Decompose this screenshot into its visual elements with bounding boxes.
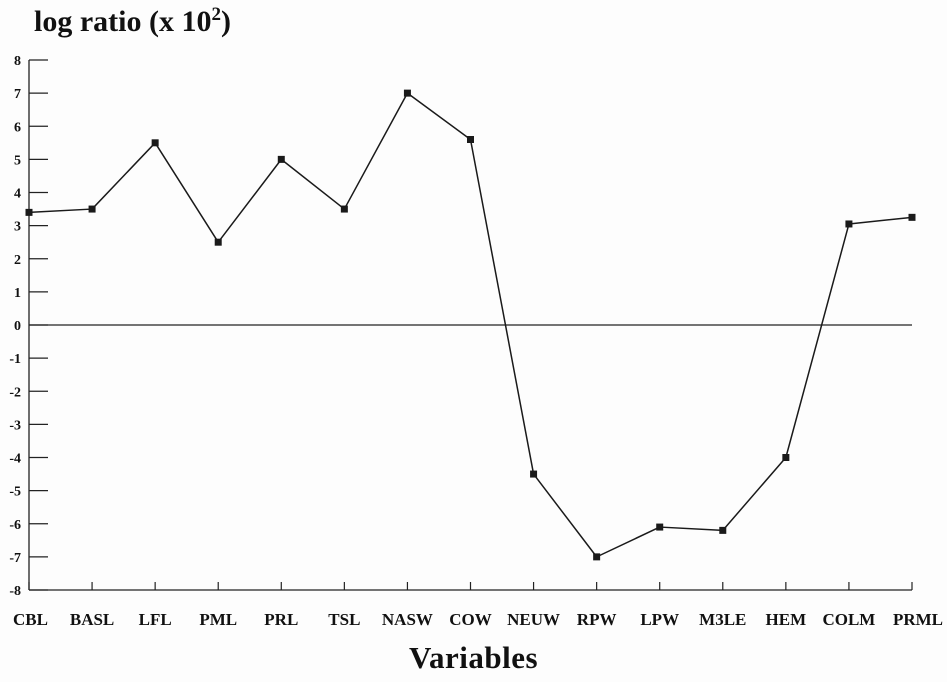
data-point (403, 89, 411, 97)
y-tick-label: 0 (14, 319, 21, 334)
y-tick-label: -8 (9, 584, 21, 599)
data-point (845, 220, 853, 228)
data-point (719, 526, 727, 534)
data-point (340, 205, 348, 213)
y-tick-label: -7 (9, 551, 21, 566)
data-point (214, 238, 222, 246)
y-tick-label: 3 (14, 220, 21, 235)
y-tick-label: 6 (14, 120, 21, 135)
x-tick-label: COLM (822, 610, 875, 629)
chart-title-close: ) (220, 5, 231, 38)
x-tick-label: PRL (264, 610, 298, 629)
y-tick-label: -4 (9, 452, 21, 467)
x-tick-label: TSL (328, 610, 360, 629)
x-tick-label: PRML (893, 610, 943, 629)
data-point (782, 454, 790, 461)
data-point (656, 523, 664, 531)
data-point (88, 205, 96, 213)
data-point (530, 470, 538, 478)
chart-title: log ratio (x 102) (34, 4, 231, 39)
data-point (25, 208, 33, 216)
y-tick-label: -5 (9, 485, 21, 500)
x-tick-label: HEM (766, 610, 807, 629)
x-tick-label: LFL (139, 610, 172, 629)
data-point (277, 155, 285, 163)
y-tick-label: -2 (9, 385, 21, 400)
x-axis-label: Variables (408, 640, 539, 675)
y-tick-label: 7 (14, 87, 21, 102)
x-tick-label: M3LE (699, 610, 746, 629)
y-tick-label: -3 (9, 418, 21, 433)
x-tick-label: CBL (13, 610, 48, 629)
x-tick-label: COW (449, 610, 492, 629)
x-tick-label: LPW (640, 610, 679, 629)
x-tick-label: PML (199, 610, 237, 629)
y-tick-label: -1 (9, 352, 21, 367)
x-tick-label: NEUW (507, 610, 560, 629)
y-tick-label: 8 (14, 54, 21, 69)
y-tick-label: 2 (14, 253, 21, 268)
chart-title-main: log ratio (x 10 (34, 5, 212, 38)
x-tick-label: NASW (382, 610, 433, 629)
data-point (593, 553, 601, 561)
chart-title-superscript: 2 (211, 4, 221, 25)
x-tick-label: RPW (577, 610, 617, 629)
x-tick-label: BASL (70, 610, 114, 629)
y-tick-label: 4 (14, 187, 21, 202)
y-tick-label: -6 (9, 518, 21, 533)
y-tick-label: 5 (14, 153, 21, 168)
y-tick-label: 1 (14, 286, 21, 301)
data-point (467, 136, 474, 143)
data-point (908, 213, 916, 221)
data-point (151, 139, 159, 147)
